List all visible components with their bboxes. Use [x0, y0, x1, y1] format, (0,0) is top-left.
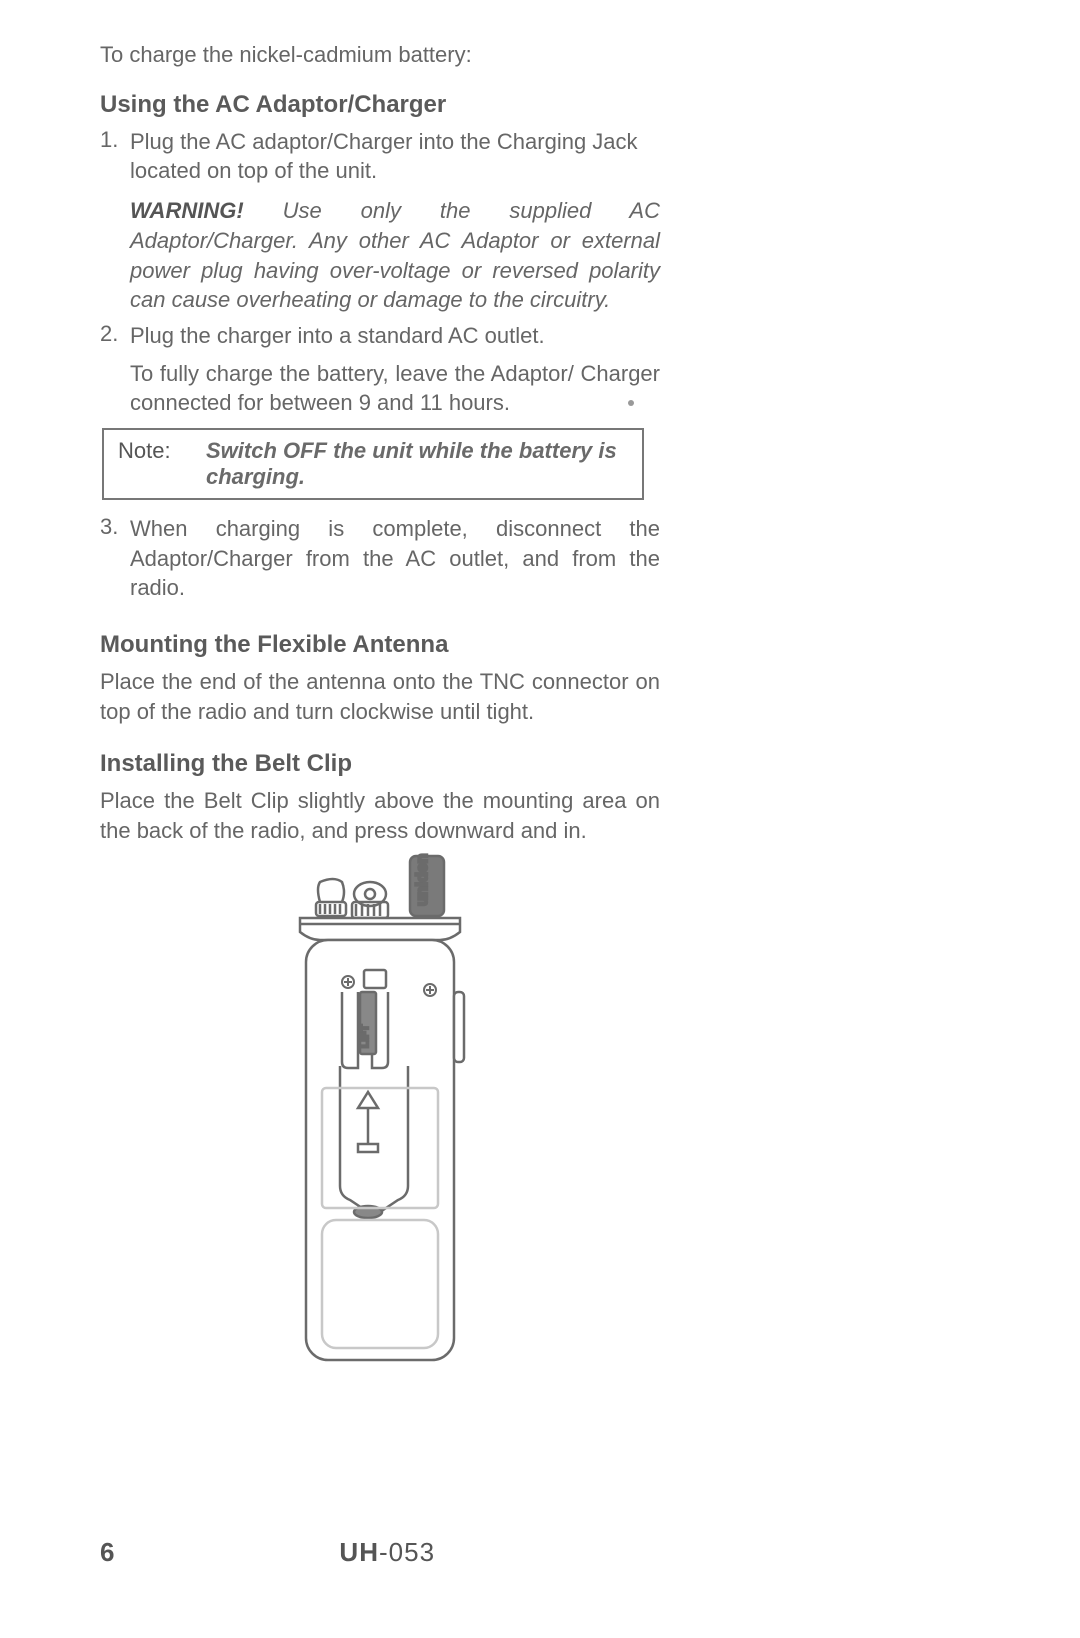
- section3-heading: Installing the Belt Clip: [100, 750, 660, 778]
- item-text: When charging is complete, disconnect th…: [130, 514, 660, 603]
- list-item: 3. When charging is complete, disconnect…: [100, 514, 660, 603]
- item-text: Plug the AC adaptor/Charger into the Cha…: [130, 127, 660, 186]
- lift-label: LIFT: [359, 1024, 371, 1047]
- scan-speck-icon: [628, 400, 634, 406]
- brand-label: uniden: [414, 853, 431, 905]
- note-label: Note:: [118, 438, 206, 490]
- page-number: 6: [100, 1537, 114, 1568]
- note-text: Switch OFF the unit while the battery is…: [206, 438, 628, 490]
- knob-right-icon: [352, 882, 388, 918]
- item-text: Plug the charger into a standard AC outl…: [130, 321, 660, 351]
- item-number: 1.: [100, 127, 130, 315]
- intro-text: To charge the nickel-cadmium battery:: [100, 40, 660, 71]
- model-number: UH-053: [339, 1537, 435, 1568]
- section1-list: 1. Plug the AC adaptor/Charger into the …: [100, 127, 660, 418]
- list-item: 1. Plug the AC adaptor/Charger into the …: [100, 127, 660, 315]
- manual-page: To charge the nickel-cadmium battery: Us…: [0, 0, 1080, 1638]
- radio-illustration-icon: uniden: [270, 852, 490, 1382]
- warning-label: WARNING!: [130, 198, 244, 223]
- section3-text: Place the Belt Clip slightly above the m…: [100, 786, 660, 845]
- knob-left-icon: [316, 879, 346, 916]
- item-number: 2.: [100, 321, 130, 418]
- page-footer: 6 UH-053: [100, 1537, 660, 1568]
- list-item: 2. Plug the charger into a standard AC o…: [100, 321, 660, 418]
- note-box: Note: Switch OFF the unit while the batt…: [102, 428, 644, 500]
- section1-list-continued: 3. When charging is complete, disconnect…: [100, 514, 660, 603]
- illustration-wrap: uniden: [100, 852, 660, 1382]
- section2-text: Place the end of the antenna onto the TN…: [100, 667, 660, 726]
- warning-block: WARNING! Use only the supplied AC Adapto…: [130, 196, 660, 315]
- item-number: 3.: [100, 514, 130, 603]
- section1-heading: Using the AC Adaptor/Charger: [100, 91, 660, 119]
- section2-heading: Mounting the Flexible Antenna: [100, 631, 660, 659]
- item-followup: To fully charge the battery, leave the A…: [130, 359, 660, 418]
